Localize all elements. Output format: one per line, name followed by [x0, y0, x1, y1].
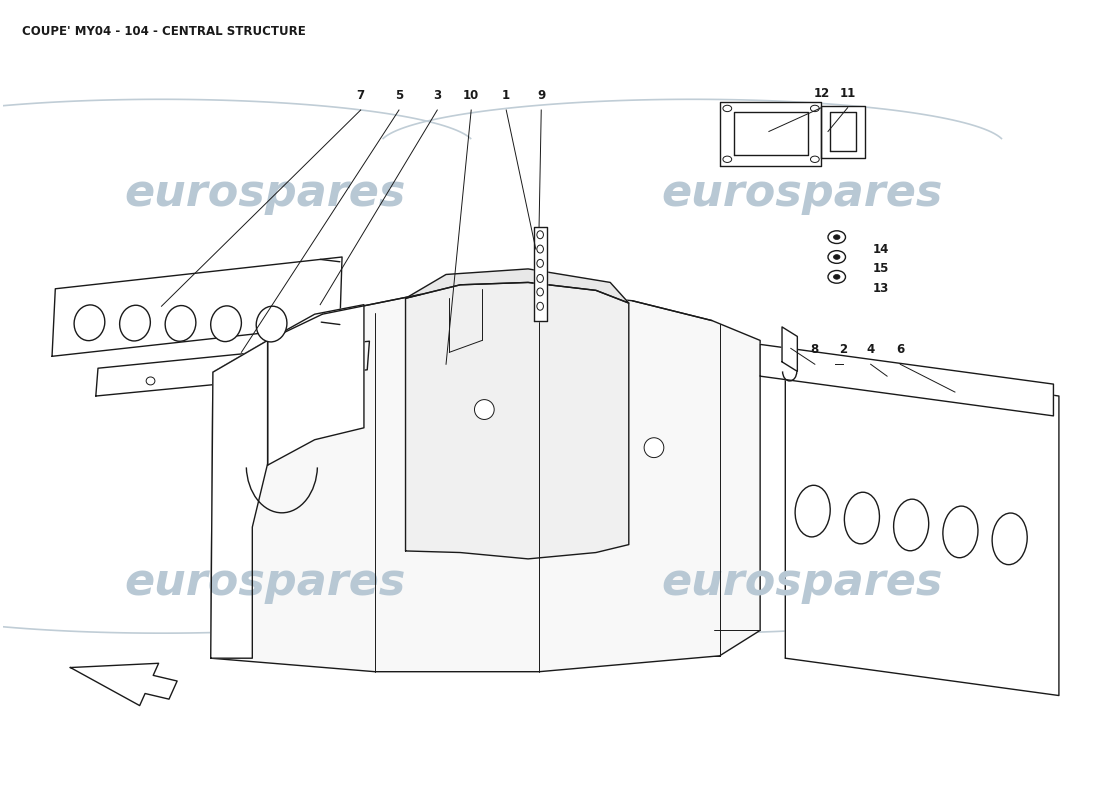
Text: 11: 11: [839, 86, 856, 100]
Ellipse shape: [537, 245, 543, 253]
Ellipse shape: [992, 513, 1027, 565]
Text: 12: 12: [813, 86, 829, 100]
Polygon shape: [822, 106, 866, 158]
Polygon shape: [785, 356, 1059, 695]
Ellipse shape: [795, 486, 830, 537]
Ellipse shape: [537, 302, 543, 310]
Polygon shape: [211, 290, 760, 672]
Text: 2: 2: [839, 343, 847, 356]
Polygon shape: [211, 341, 267, 658]
Ellipse shape: [645, 438, 663, 458]
Text: 3: 3: [433, 89, 441, 102]
Text: eurospares: eurospares: [661, 172, 943, 215]
Ellipse shape: [211, 306, 241, 342]
Ellipse shape: [165, 306, 196, 342]
Ellipse shape: [834, 234, 840, 239]
Polygon shape: [267, 305, 364, 465]
Ellipse shape: [834, 254, 840, 259]
Text: eurospares: eurospares: [124, 562, 406, 604]
Ellipse shape: [723, 156, 732, 162]
Polygon shape: [734, 113, 808, 155]
Text: 5: 5: [395, 89, 403, 102]
Ellipse shape: [834, 274, 840, 279]
Text: eurospares: eurospares: [661, 562, 943, 604]
Polygon shape: [760, 344, 1054, 416]
Text: 15: 15: [873, 262, 889, 275]
Text: 9: 9: [537, 89, 546, 102]
Ellipse shape: [828, 250, 846, 263]
Ellipse shape: [537, 230, 543, 238]
Ellipse shape: [474, 400, 494, 419]
Ellipse shape: [811, 106, 819, 112]
Polygon shape: [406, 282, 629, 559]
Ellipse shape: [845, 492, 880, 544]
Ellipse shape: [893, 499, 928, 550]
Ellipse shape: [943, 506, 978, 558]
Polygon shape: [534, 227, 547, 321]
Ellipse shape: [146, 377, 155, 385]
Ellipse shape: [828, 230, 846, 243]
Ellipse shape: [723, 106, 732, 112]
Polygon shape: [719, 102, 822, 166]
Ellipse shape: [256, 306, 287, 342]
Polygon shape: [52, 257, 342, 356]
Polygon shape: [782, 327, 797, 371]
Ellipse shape: [537, 288, 543, 296]
Text: 13: 13: [873, 282, 889, 295]
Text: COUPE' MY04 - 104 - CENTRAL STRUCTURE: COUPE' MY04 - 104 - CENTRAL STRUCTURE: [22, 25, 306, 38]
Text: 6: 6: [896, 343, 904, 356]
Ellipse shape: [811, 156, 819, 162]
Ellipse shape: [537, 259, 543, 267]
Ellipse shape: [74, 305, 104, 341]
Text: 8: 8: [811, 343, 819, 356]
Ellipse shape: [537, 274, 543, 282]
Ellipse shape: [120, 306, 151, 341]
Polygon shape: [70, 663, 177, 706]
Polygon shape: [406, 269, 629, 303]
Text: 1: 1: [503, 89, 510, 102]
Polygon shape: [830, 113, 857, 150]
Text: 4: 4: [867, 343, 875, 356]
Polygon shape: [96, 342, 370, 396]
Text: 10: 10: [463, 89, 480, 102]
Text: eurospares: eurospares: [124, 172, 406, 215]
Text: 14: 14: [873, 242, 889, 255]
Text: 7: 7: [356, 89, 365, 102]
Ellipse shape: [828, 270, 846, 283]
